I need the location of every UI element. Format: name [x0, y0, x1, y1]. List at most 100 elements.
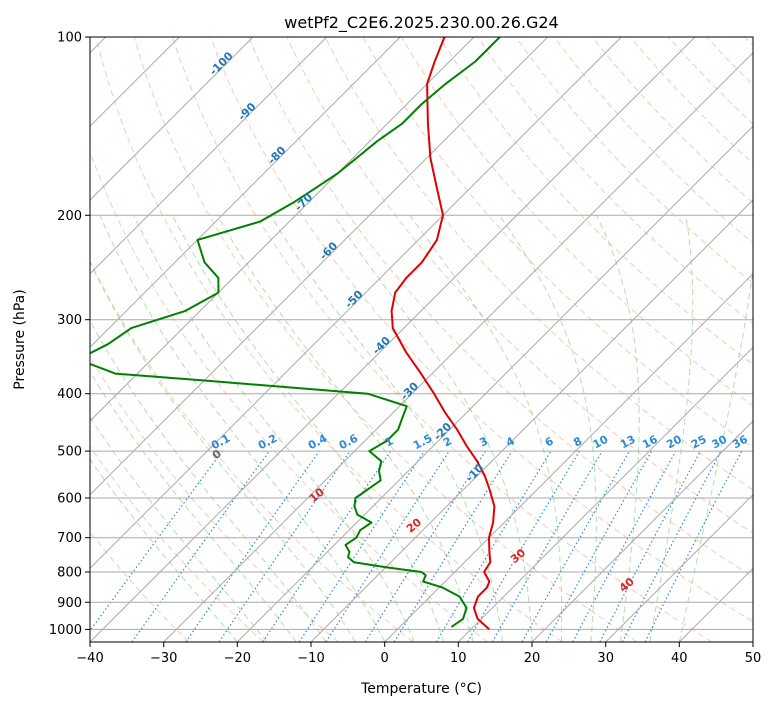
moist-adiabat	[90, 319, 327, 642]
y-axis: 100 200 300 400 500 600 700 800 900 1000	[49, 31, 90, 638]
y-tick-label: 100	[57, 31, 82, 46]
moist-adiabat	[99, 215, 386, 642]
x-tick-label: 30	[597, 651, 614, 666]
moist-adiabat	[90, 458, 238, 642]
dewpoint-line	[90, 37, 501, 628]
isotherm-line	[163, 51, 753, 642]
mixing-ratio-line	[599, 450, 702, 642]
x-tick-label: 0	[381, 651, 389, 666]
isotherm-label: -40	[370, 334, 393, 357]
mixing-ratio-line	[521, 450, 631, 642]
dry-adiabat	[210, 37, 753, 623]
mixing-ratio-line	[262, 450, 392, 642]
dry-adiabat-label: 0	[210, 447, 224, 462]
plot-frame	[89, 36, 754, 643]
x-tick-label: 40	[671, 651, 688, 666]
moist-adiabat	[409, 215, 563, 642]
mixing-ratio-line	[466, 450, 580, 642]
mixing-ratio-line	[298, 450, 425, 642]
y-tick-label: 700	[57, 531, 82, 546]
isotherm-label: -70	[292, 190, 315, 213]
moist-adiabat	[596, 215, 640, 642]
y-tick-label: 600	[57, 492, 82, 507]
dry-adiabat	[668, 37, 753, 125]
dry-adiabat	[553, 37, 753, 244]
x-axis: −40 −30 −20 −10 0 10 20 30 40 50	[76, 642, 761, 666]
moist-adiabat	[133, 215, 415, 642]
dry-adiabat-label: 20	[404, 515, 424, 535]
y-tick-label: 1000	[49, 623, 82, 638]
y-axis-title: Pressure (hPa)	[12, 289, 28, 389]
moist-adiabat	[172, 215, 445, 642]
isotherm-label: -10	[463, 461, 486, 484]
mixing-ratio-line	[218, 450, 351, 642]
isotherm-line	[90, 37, 549, 496]
moist-adiabat	[90, 416, 268, 642]
mixing-ratio-label: 0.4	[306, 432, 330, 453]
mixing-ratio-line	[325, 450, 450, 642]
dry-adiabat-label: 30	[508, 546, 528, 566]
mixing-ratio-label: 36	[730, 433, 750, 452]
dry-adiabat-label: 40	[617, 575, 637, 595]
dry-adiabat	[90, 259, 414, 642]
mixing-ratio-label: 16	[640, 433, 660, 452]
isotherm-line	[90, 37, 696, 642]
mixing-ratio-label: 10	[591, 433, 611, 452]
isotherm-line	[90, 37, 254, 201]
mixing-ratio-label: 3	[477, 434, 490, 449]
moist-adiabat	[217, 215, 474, 642]
data-series	[90, 37, 501, 631]
isotherm-line	[310, 199, 753, 642]
y-tick-label: 400	[57, 387, 82, 402]
x-tick-label: −20	[224, 651, 251, 666]
isotherm-line	[605, 493, 753, 642]
isotherm-line	[531, 420, 753, 642]
y-tick-label: 200	[57, 209, 82, 224]
mixing-ratio-line	[644, 450, 743, 642]
moist-adiabat	[90, 370, 297, 642]
dry-adiabat	[515, 37, 753, 284]
mixing-ratio-line	[131, 450, 270, 642]
dry-adiabat	[90, 531, 190, 642]
isotherm-label: -90	[235, 100, 258, 123]
moist-adiabat	[270, 215, 503, 642]
dry-adiabat	[591, 37, 753, 204]
isotherm-label: -100	[207, 49, 236, 78]
isotherm-line	[90, 37, 475, 422]
mixing-ratio-label: 30	[710, 433, 730, 452]
isotherm-line	[457, 346, 753, 642]
y-tick-label: 300	[57, 313, 82, 328]
mixing-ratio-line	[572, 450, 677, 642]
y-tick-label: 900	[57, 596, 82, 611]
x-tick-label: −40	[76, 651, 103, 666]
isotherm-label: -80	[265, 144, 288, 167]
mixing-ratio-label: 25	[689, 433, 709, 452]
moist-adiabat	[649, 215, 694, 642]
x-tick-label: 50	[745, 651, 762, 666]
dry-adiabat	[706, 37, 753, 86]
dry-adiabat	[744, 37, 753, 47]
dry-adiabat	[133, 37, 638, 642]
mixing-ratio-label: 1	[383, 434, 396, 449]
dry-adiabat	[286, 37, 753, 534]
temperature-line	[390, 37, 496, 631]
isotherm-label: -50	[342, 288, 365, 311]
moist-adiabat	[90, 260, 356, 642]
x-tick-label: −10	[297, 651, 324, 666]
isoline-labels: 0.1 0.2 0.4 0.6 1 1.5 2 3 4 6 8 10 13 16 20 25 30 36-100-…	[207, 49, 750, 595]
isotherm-line	[90, 37, 622, 570]
dry-adiabat	[248, 37, 753, 578]
isotherm-line	[236, 125, 753, 642]
dry-adiabat	[324, 37, 753, 491]
mixing-ratio-line	[393, 450, 513, 642]
x-tick-label: −30	[150, 651, 177, 666]
isotherm-label: -20	[431, 420, 454, 443]
dry-adiabat	[90, 356, 339, 642]
mixing-ratio-line	[545, 450, 653, 642]
x-axis-title: Temperature (°C)	[360, 681, 482, 697]
isotherm-line	[90, 37, 401, 349]
isotherm-line	[752, 641, 753, 642]
y-tick-label: 800	[57, 566, 82, 581]
x-tick-label: 10	[450, 651, 467, 666]
